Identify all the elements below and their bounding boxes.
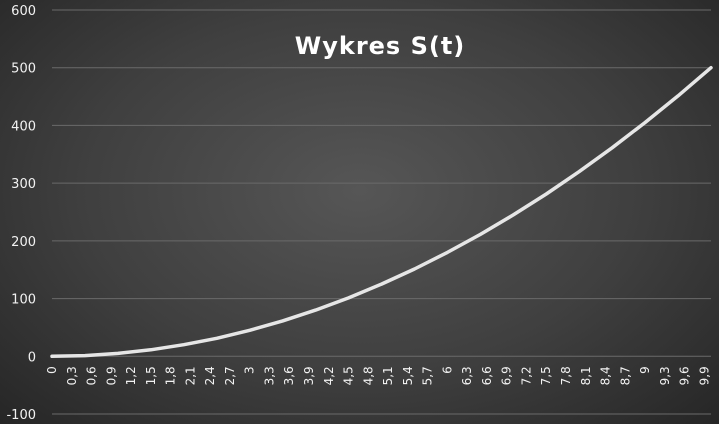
- series-line: [50, 65, 713, 359]
- x-tick-label: 1,5: [144, 366, 158, 385]
- y-tick-label: 300: [11, 177, 36, 192]
- x-tick-label: 6,6: [480, 366, 494, 385]
- x-tick-label: 8,1: [579, 366, 593, 385]
- y-tick-label: 600: [11, 4, 36, 19]
- x-tick-label: 6,9: [500, 366, 514, 385]
- x-tick-label: 3,6: [282, 366, 296, 385]
- x-tick-label: 2,7: [223, 366, 237, 385]
- x-tick-label: 3: [243, 366, 257, 374]
- x-tick-label: 0,6: [85, 366, 99, 385]
- y-tick-label: 100: [11, 293, 36, 308]
- x-tick-label: 8,4: [599, 366, 613, 385]
- series-group: [50, 65, 713, 359]
- y-tick-label: -100: [6, 408, 36, 423]
- x-tick-label: 7,5: [539, 366, 553, 385]
- x-tick-label: 4,5: [342, 366, 356, 385]
- x-tick-label: 0,9: [104, 366, 118, 385]
- x-tick-label: 6,3: [460, 366, 474, 385]
- chart-title: Wykres S(t): [295, 32, 466, 60]
- x-tick-label: 9,9: [697, 366, 711, 385]
- y-axis-ticks: -100 0 100 200 300 400 500 600: [6, 4, 36, 423]
- x-tick-label: 6: [440, 366, 454, 374]
- x-tick-label: 5,7: [421, 366, 435, 385]
- x-tick-label: 9,6: [678, 366, 692, 385]
- x-tick-label: 9,3: [658, 366, 672, 385]
- x-tick-label: 5,4: [401, 366, 415, 385]
- x-tick-label: 3,3: [262, 366, 276, 385]
- x-tick-label: 1,2: [124, 366, 138, 385]
- x-tick-label: 3,9: [302, 366, 316, 385]
- x-tick-label: 9: [638, 366, 652, 374]
- x-tick-label: 5,1: [381, 366, 395, 385]
- x-tick-label: 1,8: [164, 366, 178, 385]
- x-tick-label: 8,7: [618, 366, 632, 385]
- x-axis-ticks: 0 0,3 0,6 0,9 1,2 1,5 1,8 2,1 2,4 2,7 3 3,3 3,6 3,9 4,…: [45, 366, 711, 385]
- y-tick-label: 0: [28, 350, 36, 365]
- x-tick-label: 7,2: [519, 366, 533, 385]
- x-tick-label: 0: [45, 366, 59, 374]
- x-tick-label: 2,4: [203, 366, 217, 385]
- x-tick-label: 2,1: [183, 366, 197, 385]
- x-tick-label: 7,8: [559, 366, 573, 385]
- y-tick-label: 400: [11, 119, 36, 134]
- y-tick-label: 200: [11, 235, 36, 250]
- y-tick-label: 500: [11, 62, 36, 77]
- x-tick-label: 4,2: [322, 366, 336, 385]
- x-tick-label: 0,3: [65, 366, 79, 385]
- gridlines: [52, 9, 711, 415]
- x-tick-label: 4,8: [361, 366, 375, 385]
